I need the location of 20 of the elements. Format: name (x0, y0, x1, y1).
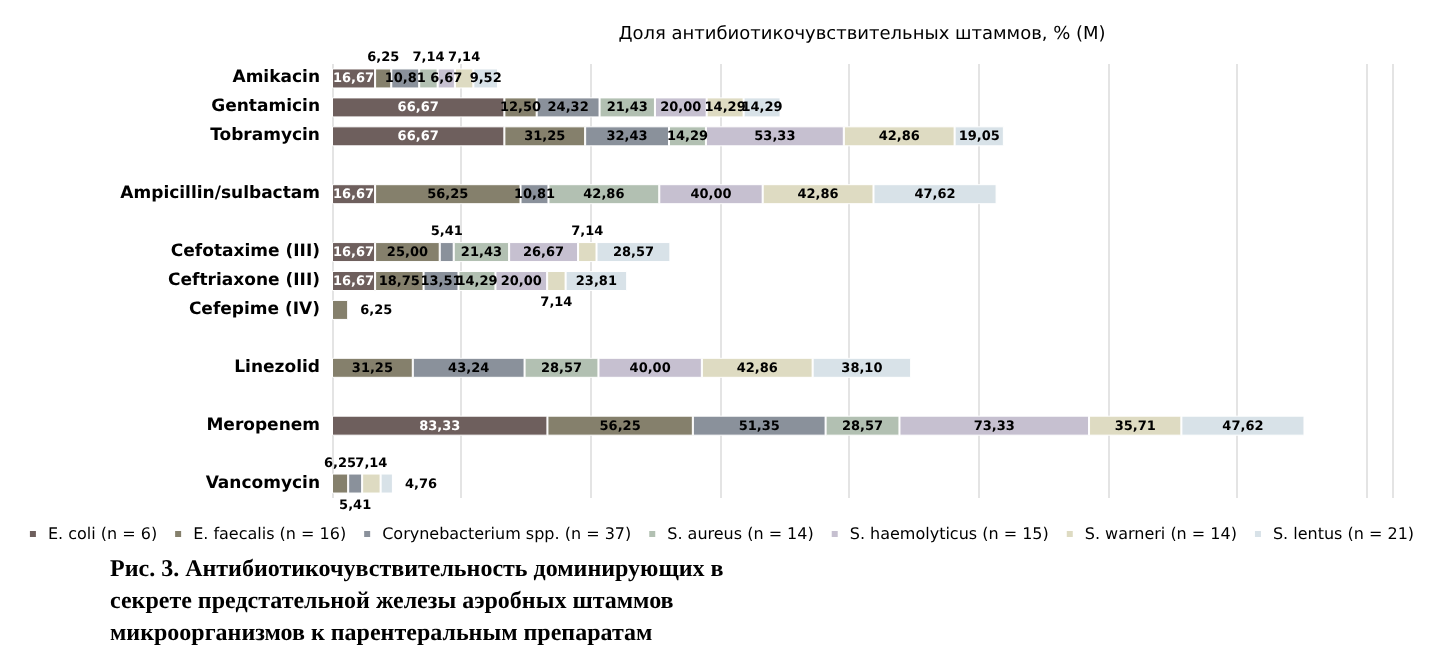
legend-label: Corynebacterium spp. (n = 37) (382, 525, 632, 543)
y-tick-label: Gentamicin (211, 97, 320, 118)
bar (332, 299, 349, 320)
text: Рис. 3. Антибиотикочувствительность доминирующих в секрете предстательной железы аэробных штаммов микроорганизмов к парентеральным препаратам (110, 554, 730, 646)
x-axis-title: Доля антибиотикочувствительных штаммов, % (M) (618, 25, 1106, 45)
y-tick-label: Amikacin (232, 68, 320, 89)
legend-label: S. lentus (n = 21) (1272, 525, 1415, 543)
legend-label: E. coli (n = 6) (47, 525, 158, 543)
y-tick-label: Linezolid (234, 357, 320, 378)
legend-label: S. warneri (n = 14) (1084, 525, 1237, 543)
y-tick-label: Cefotaxime (III) (170, 242, 321, 263)
legend-label: S. haemolyticus (n = 15) (849, 525, 1049, 543)
y-tick-label: Vancomycin (205, 473, 320, 494)
legend-label: S. aureus (n = 14) (667, 525, 814, 543)
y-tick-label: Meropenem (206, 415, 321, 436)
y-tick-label: Cefepime (IV) (188, 299, 321, 320)
legend-label: E. faecalis (n = 16) (193, 525, 347, 543)
y-tick-label: Ceftriaxone (III) (168, 271, 321, 291)
y-tick-label: Tobramycin (210, 126, 320, 147)
y-tick-label: Ampicillin/sulbactam (120, 184, 321, 205)
